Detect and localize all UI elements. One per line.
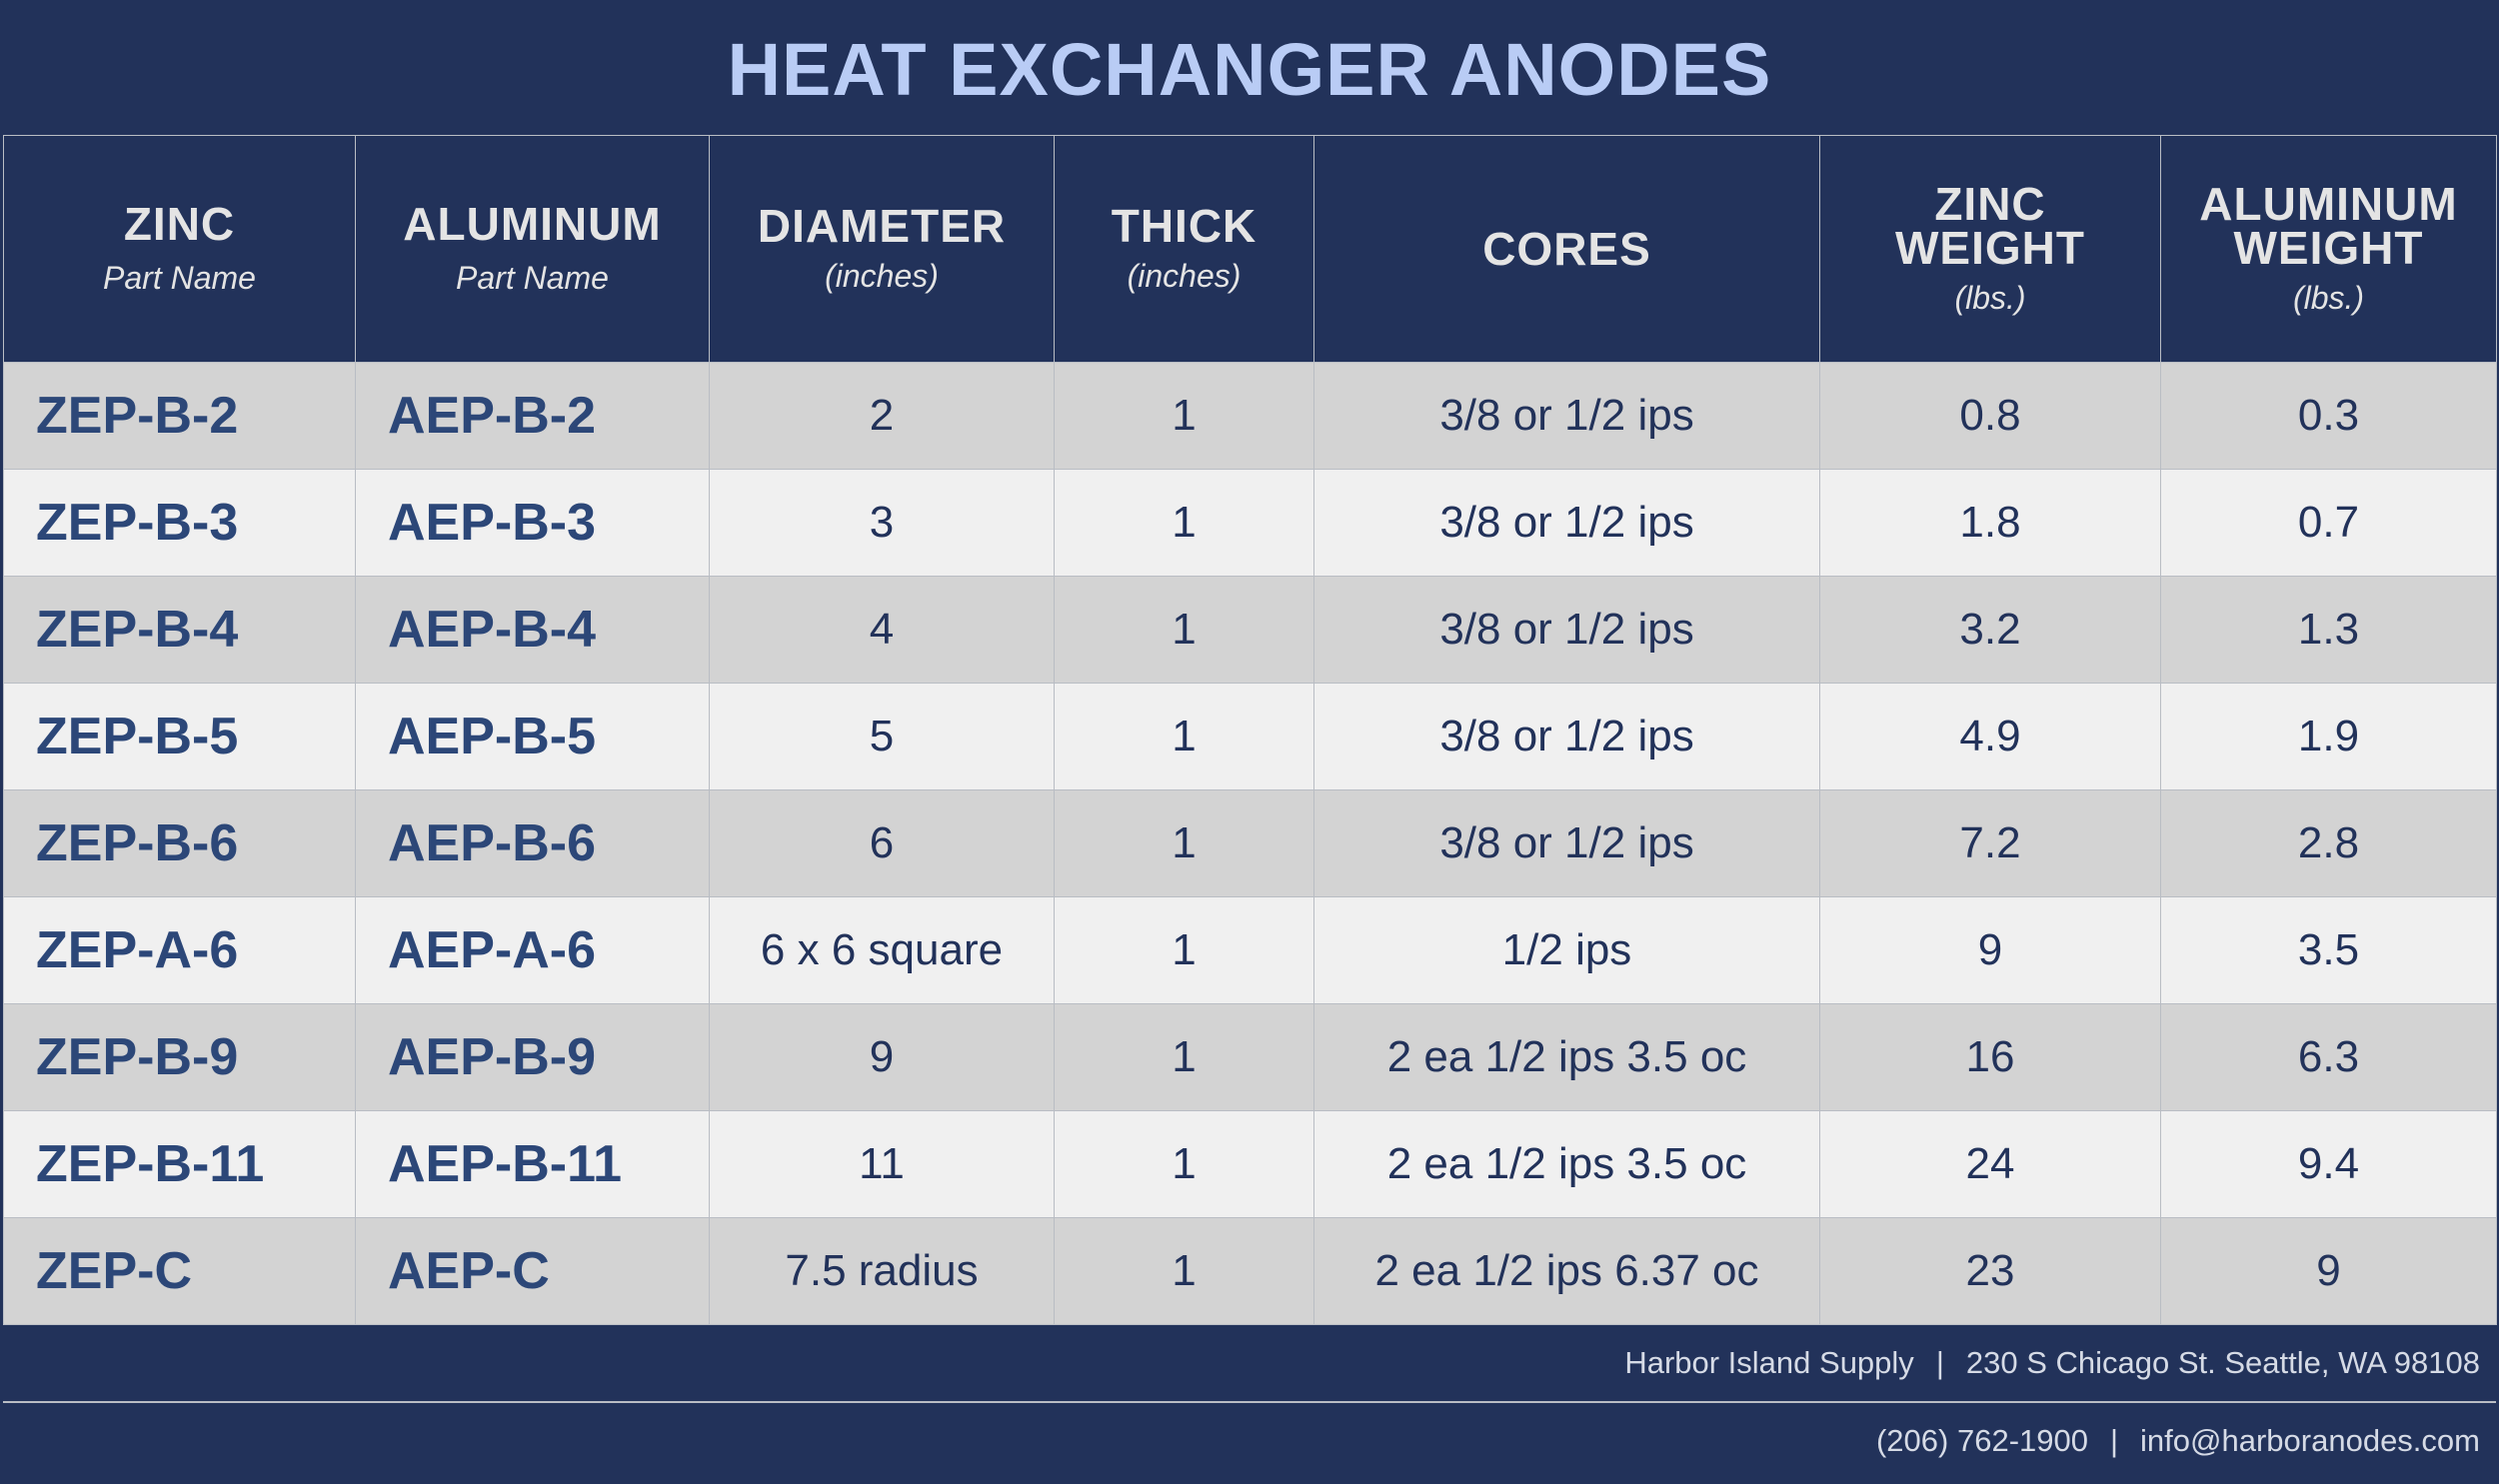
- col-header-aluminum: ALUMINUM Part Name: [355, 135, 710, 363]
- diameter-cell: 9: [709, 1003, 1055, 1111]
- table-row: ZEP-B-3 AEP-B-3 3 1 3/8 or 1/2 ips 1.8 0…: [3, 469, 2497, 577]
- zinc-weight-cell: 9: [1819, 896, 2161, 1004]
- company-phone: (206) 762-1900: [1875, 1423, 2088, 1458]
- col-header-thick: THICK (inches): [1054, 135, 1314, 363]
- aluminum-part-cell: AEP-B-9: [355, 1003, 710, 1111]
- footer-separator: |: [1935, 1345, 1944, 1380]
- aluminum-weight-cell: 0.7: [2160, 469, 2497, 577]
- cores-cell: 2 ea 1/2 ips 6.37 oc: [1313, 1217, 1820, 1325]
- diameter-cell: 5: [709, 683, 1055, 790]
- zinc-weight-cell: 24: [1819, 1110, 2161, 1218]
- col-header-diameter: DIAMETER (inches): [709, 135, 1055, 363]
- table-row: ZEP-B-9 AEP-B-9 9 1 2 ea 1/2 ips 3.5 oc …: [3, 1003, 2497, 1111]
- diameter-cell: 3: [709, 469, 1055, 577]
- cores-cell: 3/8 or 1/2 ips: [1313, 576, 1820, 684]
- zinc-part-cell: ZEP-B-3: [3, 469, 356, 577]
- header-row: ZINC Part Name ALUMINUM Part Name DIAMET…: [3, 135, 2497, 363]
- aluminum-weight-cell: 0.3: [2160, 362, 2497, 470]
- cores-cell: 3/8 or 1/2 ips: [1313, 789, 1820, 897]
- footer-separator: |: [2109, 1423, 2119, 1458]
- aluminum-weight-cell: 9.4: [2160, 1110, 2497, 1218]
- page-title: HEAT EXCHANGER ANODES: [727, 27, 1772, 111]
- aluminum-part-cell: AEP-B-4: [355, 576, 710, 684]
- aluminum-weight-cell: 1.9: [2160, 683, 2497, 790]
- zinc-weight-cell: 0.8: [1819, 362, 2161, 470]
- aluminum-weight-cell: 1.3: [2160, 576, 2497, 684]
- aluminum-part-cell: AEP-B-2: [355, 362, 710, 470]
- cores-cell: 2 ea 1/2 ips 3.5 oc: [1313, 1003, 1820, 1111]
- cores-cell: 1/2 ips: [1313, 896, 1820, 1004]
- table-row: ZEP-B-6 AEP-B-6 6 1 3/8 or 1/2 ips 7.2 2…: [3, 789, 2497, 897]
- zinc-part-cell: ZEP-B-9: [3, 1003, 356, 1111]
- footer-divider: [3, 1401, 2496, 1403]
- company-name: Harbor Island Supply: [1624, 1345, 1914, 1380]
- table-row: ZEP-A-6 AEP-A-6 6 x 6 square 1 1/2 ips 9…: [3, 896, 2497, 1004]
- zinc-weight-cell: 4.9: [1819, 683, 2161, 790]
- company-address: 230 S Chicago St. Seattle, WA 98108: [1965, 1345, 2480, 1380]
- aluminum-part-cell: AEP-B-6: [355, 789, 710, 897]
- aluminum-part-cell: AEP-B-3: [355, 469, 710, 577]
- thick-cell: 1: [1054, 1110, 1314, 1218]
- cores-cell: 2 ea 1/2 ips 3.5 oc: [1313, 1110, 1820, 1218]
- footer-address-line: Harbor Island Supply | 230 S Chicago St.…: [3, 1325, 2496, 1401]
- zinc-part-cell: ZEP-B-5: [3, 683, 356, 790]
- aluminum-weight-cell: 6.3: [2160, 1003, 2497, 1111]
- aluminum-weight-cell: 9: [2160, 1217, 2497, 1325]
- thick-cell: 1: [1054, 469, 1314, 577]
- col-header-zinc: ZINC Part Name: [3, 135, 356, 363]
- thick-cell: 1: [1054, 576, 1314, 684]
- table-row: ZEP-B-11 AEP-B-11 11 1 2 ea 1/2 ips 3.5 …: [3, 1110, 2497, 1218]
- thick-cell: 1: [1054, 789, 1314, 897]
- table-row: ZEP-C AEP-C 7.5 radius 1 2 ea 1/2 ips 6.…: [3, 1217, 2497, 1325]
- cores-cell: 3/8 or 1/2 ips: [1313, 469, 1820, 577]
- anode-table: ZINC Part Name ALUMINUM Part Name DIAMET…: [3, 135, 2497, 1325]
- diameter-cell: 11: [709, 1110, 1055, 1218]
- thick-cell: 1: [1054, 1003, 1314, 1111]
- aluminum-part-cell: AEP-B-5: [355, 683, 710, 790]
- thick-cell: 1: [1054, 896, 1314, 1004]
- table-row: ZEP-B-2 AEP-B-2 2 1 3/8 or 1/2 ips 0.8 0…: [3, 362, 2497, 470]
- aluminum-part-cell: AEP-A-6: [355, 896, 710, 1004]
- zinc-part-cell: ZEP-B-4: [3, 576, 356, 684]
- col-header-cores: CORES: [1313, 135, 1820, 363]
- diameter-cell: 6 x 6 square: [709, 896, 1055, 1004]
- thick-cell: 1: [1054, 362, 1314, 470]
- zinc-weight-cell: 3.2: [1819, 576, 2161, 684]
- col-header-aluminum-weight: ALUMINUM WEIGHT (lbs.): [2160, 135, 2497, 363]
- company-email: info@harboranodes.com: [2140, 1423, 2480, 1458]
- zinc-weight-cell: 16: [1819, 1003, 2161, 1111]
- zinc-part-cell: ZEP-C: [3, 1217, 356, 1325]
- title-bar: HEAT EXCHANGER ANODES: [3, 3, 2496, 135]
- col-header-zinc-weight: ZINC WEIGHT (lbs.): [1819, 135, 2161, 363]
- aluminum-part-cell: AEP-C: [355, 1217, 710, 1325]
- zinc-part-cell: ZEP-A-6: [3, 896, 356, 1004]
- cores-cell: 3/8 or 1/2 ips: [1313, 683, 1820, 790]
- diameter-cell: 2: [709, 362, 1055, 470]
- aluminum-part-cell: AEP-B-11: [355, 1110, 710, 1218]
- aluminum-weight-cell: 3.5: [2160, 896, 2497, 1004]
- table-row: ZEP-B-4 AEP-B-4 4 1 3/8 or 1/2 ips 3.2 1…: [3, 576, 2497, 684]
- diameter-cell: 7.5 radius: [709, 1217, 1055, 1325]
- thick-cell: 1: [1054, 683, 1314, 790]
- aluminum-weight-cell: 2.8: [2160, 789, 2497, 897]
- zinc-weight-cell: 7.2: [1819, 789, 2161, 897]
- zinc-weight-cell: 1.8: [1819, 469, 2161, 577]
- thick-cell: 1: [1054, 1217, 1314, 1325]
- diameter-cell: 6: [709, 789, 1055, 897]
- zinc-part-cell: ZEP-B-11: [3, 1110, 356, 1218]
- zinc-weight-cell: 23: [1819, 1217, 2161, 1325]
- table-row: ZEP-B-5 AEP-B-5 5 1 3/8 or 1/2 ips 4.9 1…: [3, 683, 2497, 790]
- cores-cell: 3/8 or 1/2 ips: [1313, 362, 1820, 470]
- zinc-part-cell: ZEP-B-2: [3, 362, 356, 470]
- zinc-part-cell: ZEP-B-6: [3, 789, 356, 897]
- diameter-cell: 4: [709, 576, 1055, 684]
- footer-contact-line: (206) 762-1900 | info@harboranodes.com: [3, 1403, 2496, 1479]
